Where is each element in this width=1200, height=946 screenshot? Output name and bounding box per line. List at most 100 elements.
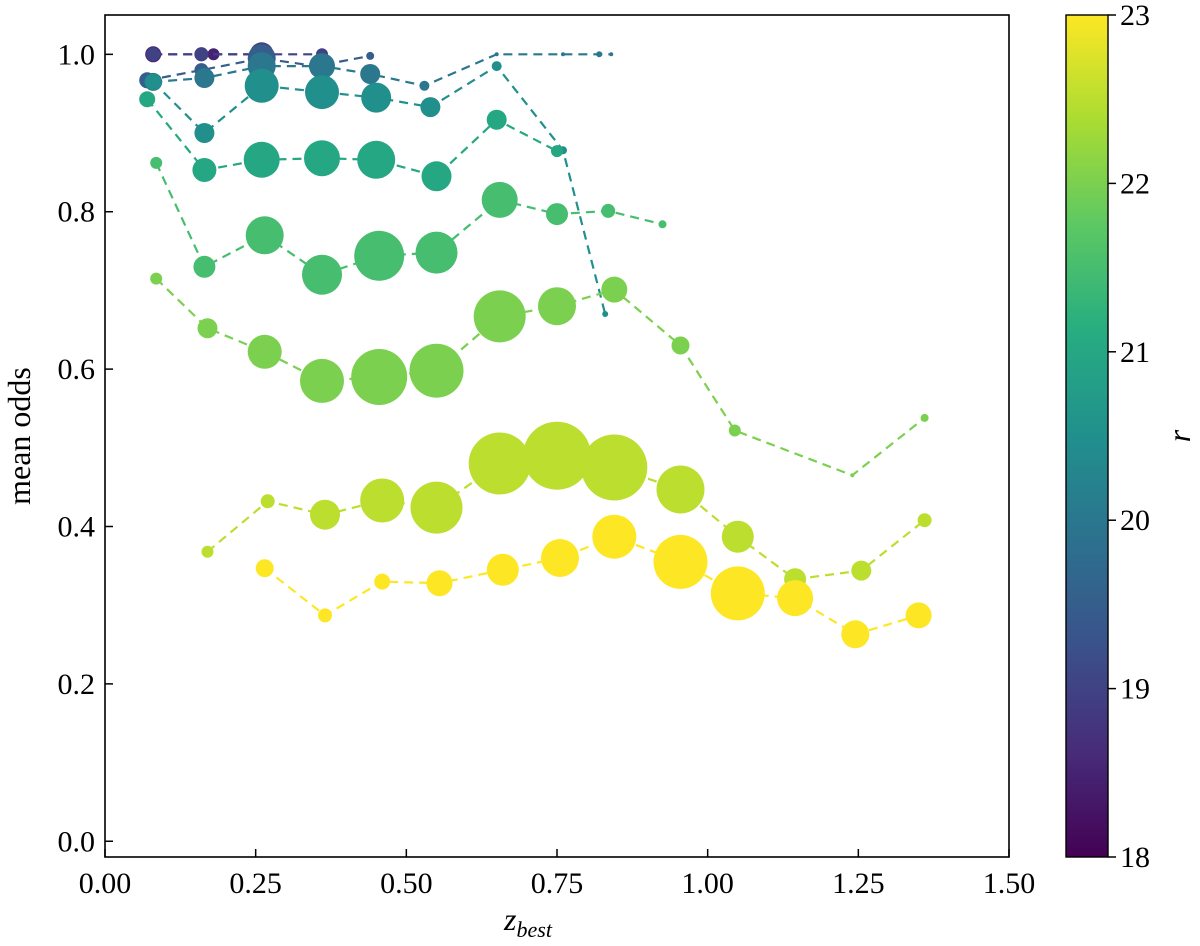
data-point xyxy=(481,181,518,218)
data-point xyxy=(596,51,603,58)
data-point xyxy=(494,52,499,57)
data-point xyxy=(145,73,162,90)
x-tick-label: 1.50 xyxy=(983,867,1036,900)
y-tick-label: 0.4 xyxy=(58,510,96,543)
series-line xyxy=(146,98,558,178)
data-point xyxy=(905,602,932,629)
data-point xyxy=(653,534,708,589)
data-point xyxy=(601,203,616,218)
data-point xyxy=(551,145,563,158)
data-point xyxy=(541,539,579,577)
data-point xyxy=(192,158,217,182)
colorbar-tick-label: 18 xyxy=(1120,841,1150,874)
data-point xyxy=(538,287,576,326)
data-point xyxy=(468,432,531,495)
data-point xyxy=(841,620,870,649)
data-point xyxy=(354,230,405,281)
data-point xyxy=(197,318,218,339)
data-point xyxy=(357,140,396,179)
data-point xyxy=(245,216,284,255)
y-tick-label: 0.6 xyxy=(58,353,96,386)
data-point xyxy=(300,358,344,403)
data-point xyxy=(150,272,163,285)
data-point xyxy=(920,413,929,422)
data-point xyxy=(310,499,340,530)
colorbar-label: r xyxy=(1161,429,1197,442)
data-point xyxy=(194,47,209,62)
data-point xyxy=(410,481,463,534)
data-point xyxy=(360,478,405,523)
data-point xyxy=(305,75,339,110)
x-tick-label: 0.75 xyxy=(531,867,584,900)
data-point xyxy=(150,156,163,169)
data-point xyxy=(656,465,705,514)
data-point xyxy=(194,123,215,143)
data-point xyxy=(193,255,216,278)
y-tick-label: 0.8 xyxy=(58,196,96,229)
x-axis-label: zbest xyxy=(503,901,553,942)
data-point xyxy=(609,52,614,57)
data-point xyxy=(361,82,392,113)
series-6 xyxy=(150,156,667,295)
data-point xyxy=(728,424,741,437)
data-point xyxy=(409,343,464,398)
data-point xyxy=(260,494,275,509)
series-9 xyxy=(255,514,932,649)
data-point xyxy=(247,334,282,369)
y-tick-label: 1.0 xyxy=(58,38,96,71)
data-point xyxy=(602,311,609,317)
y-tick-label: 0.0 xyxy=(58,825,96,858)
x-tick-label: 0.50 xyxy=(380,867,433,900)
data-point xyxy=(255,559,274,578)
data-point xyxy=(194,68,215,88)
data-point xyxy=(850,473,855,478)
data-point xyxy=(366,51,375,60)
data-point xyxy=(601,276,628,303)
x-tick-label: 1.25 xyxy=(832,867,885,900)
data-point xyxy=(671,336,690,355)
series-layer xyxy=(139,42,932,649)
data-point xyxy=(244,68,279,103)
x-axis-label-sub: best xyxy=(517,917,553,942)
colorbar-tick-label: 19 xyxy=(1120,673,1150,706)
data-point xyxy=(491,61,502,72)
colorbar-tick-label: 22 xyxy=(1120,167,1150,200)
colorbar xyxy=(1065,14,1109,858)
colorbar-tick-label: 23 xyxy=(1120,0,1150,32)
x-axis: 0.00 0.25 0.50 0.75 1.00 1.25 1.50 xyxy=(79,849,1036,900)
data-point xyxy=(415,231,458,274)
y-tick-label: 0.2 xyxy=(58,668,96,701)
data-point xyxy=(360,64,381,84)
colorbar-ticks: 18 19 20 21 22 23 xyxy=(1108,0,1150,874)
data-point xyxy=(243,141,280,178)
colorbar-tick-label: 20 xyxy=(1120,504,1150,537)
series-4 xyxy=(145,61,609,317)
data-point xyxy=(426,570,453,597)
data-point xyxy=(658,220,667,229)
data-point xyxy=(139,91,156,108)
x-tick-label: 1.00 xyxy=(681,867,734,900)
data-point xyxy=(721,520,754,553)
data-point xyxy=(421,161,452,192)
data-point xyxy=(309,53,335,80)
data-point xyxy=(304,140,340,177)
data-point xyxy=(201,545,214,558)
data-point xyxy=(486,553,519,586)
data-point xyxy=(420,97,441,118)
data-point xyxy=(374,573,391,590)
data-point xyxy=(546,203,568,226)
series-line xyxy=(153,53,612,87)
data-point xyxy=(777,580,814,617)
data-point xyxy=(592,514,637,559)
colorbar-tick-label: 21 xyxy=(1120,336,1150,369)
data-point xyxy=(486,109,507,130)
y-axis: 0.0 0.2 0.4 0.6 0.8 1.0 xyxy=(58,38,113,858)
series-5 xyxy=(139,91,563,192)
data-point xyxy=(351,349,408,405)
data-point xyxy=(318,608,332,623)
data-point xyxy=(523,421,591,490)
data-point xyxy=(561,52,565,57)
x-tick-label: 0.00 xyxy=(79,867,132,900)
series-line xyxy=(146,54,371,82)
